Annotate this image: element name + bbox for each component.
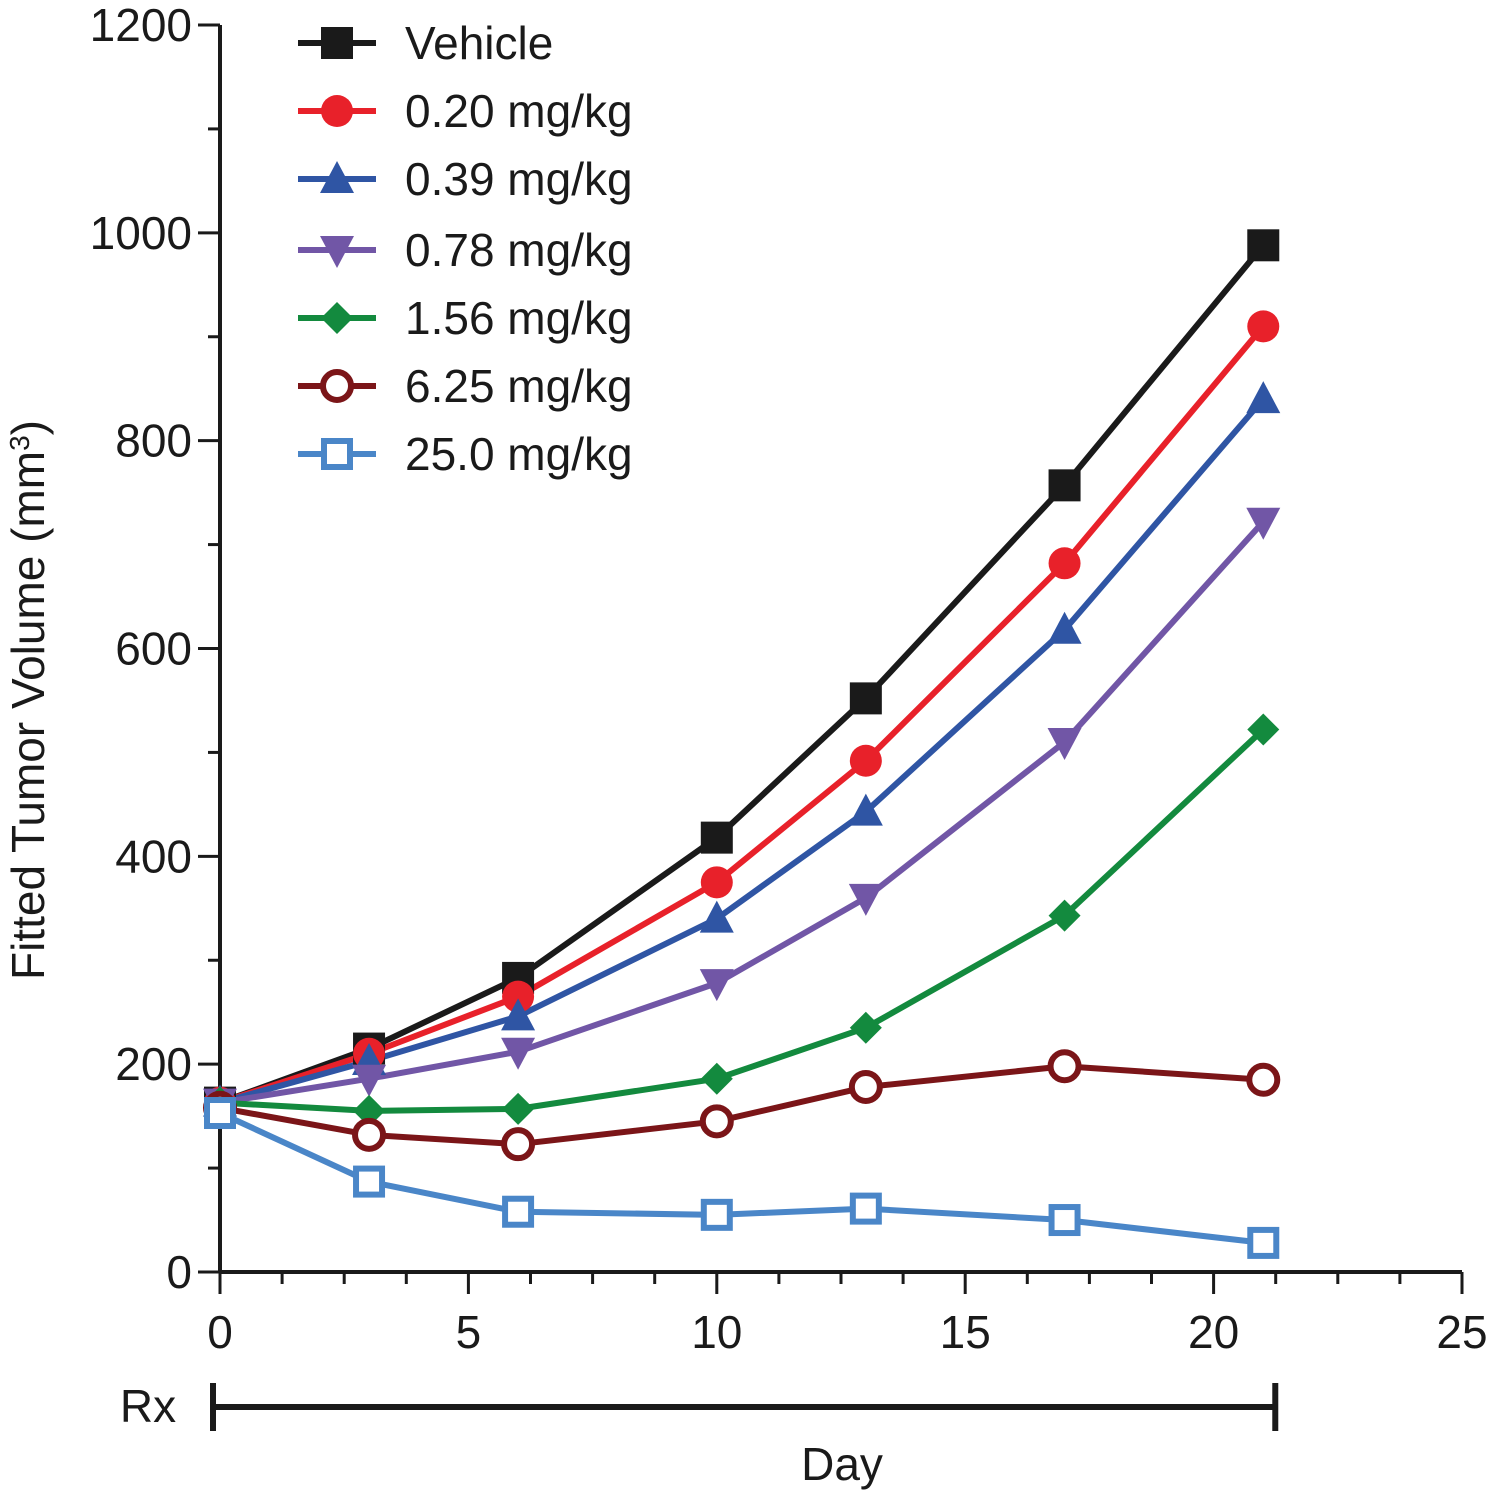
data-point-0-20-mg-kg <box>1247 310 1280 343</box>
data-point-1-56-mg-kg <box>700 1062 733 1095</box>
legend-marker-0-39-mg-kg <box>320 161 354 193</box>
y-axis-title-close: ) <box>2 420 54 435</box>
legend: Vehicle 0.20 mg/kg 0.39 mg/kg 0.78 mg/kg 1.5… <box>298 17 633 480</box>
legend-label-1-56-mg-kg: 1.56 mg/kg <box>405 292 633 344</box>
legend-label-6-25-mg-kg: 6.25 mg/kg <box>405 360 633 412</box>
data-point-0-39-mg-kg <box>848 793 883 826</box>
data-point-0-20-mg-kg <box>849 744 882 777</box>
y-tick-label: 600 <box>115 623 192 675</box>
y-tick-label: 200 <box>115 1038 192 1090</box>
data-point-1-56-mg-kg <box>849 1011 882 1044</box>
data-point-6-25-mg-kg <box>1246 1062 1281 1097</box>
y-axis-title-text: Fitted Tumor Volume (mm <box>2 451 54 980</box>
series-line-0-39-mg-kg <box>219 397 1266 1106</box>
ticks: 0 200 400 600 800 1000 1200 0 5 10 15 20 25 <box>90 0 1488 1358</box>
legend-label-vehicle: Vehicle <box>405 17 553 69</box>
data-point-25-0-mg-kg <box>502 1195 535 1228</box>
x-tick-label: 15 <box>940 1306 991 1358</box>
data-point-0-20-mg-kg <box>502 980 535 1013</box>
data-point-25-0-mg-kg <box>204 1097 236 1130</box>
treatment-bar <box>210 1383 1279 1431</box>
data-point-vehicle <box>1247 229 1280 262</box>
y-tick-label: 400 <box>115 830 192 882</box>
x-tick-label: 25 <box>1436 1306 1487 1358</box>
data-point-0-78-mg-kg <box>848 883 883 916</box>
legend-marker-vehicle <box>321 27 353 59</box>
data-point-vehicle <box>700 821 733 854</box>
legend-label-25-0-mg-kg: 25.0 mg/kg <box>405 428 633 480</box>
legend-label-0-20-mg-kg: 0.20 mg/kg <box>405 85 633 137</box>
data-point-0-39-mg-kg <box>1246 381 1281 414</box>
legend-marker-1-56-mg-kg <box>321 302 353 334</box>
series-line-vehicle <box>218 243 1266 1106</box>
y-axis-title-superscript: 3 <box>4 435 35 451</box>
data-point-vehicle <box>849 682 882 715</box>
data-point-1-56-mg-kg <box>1247 713 1280 746</box>
data-point-0-78-mg-kg <box>699 969 734 1002</box>
data-point-25-0-mg-kg <box>353 1165 386 1198</box>
data-point-25-0-mg-kg <box>849 1192 882 1225</box>
data-point-0-20-mg-kg <box>700 866 733 899</box>
data-point-6-25-mg-kg <box>352 1117 387 1152</box>
legend-label-0-78-mg-kg: 0.78 mg/kg <box>405 224 633 276</box>
series-markers <box>203 229 1281 1259</box>
data-point-0-78-mg-kg <box>501 1037 536 1070</box>
legend-label-0-39-mg-kg: 0.39 mg/kg <box>405 153 633 205</box>
data-point-6-25-mg-kg <box>848 1070 883 1105</box>
data-point-25-0-mg-kg <box>1247 1226 1280 1259</box>
x-tick-label: 5 <box>456 1306 482 1358</box>
legend-marker-0-20-mg-kg <box>321 95 353 127</box>
y-tick-label: 1200 <box>90 0 192 51</box>
data-point-0-39-mg-kg <box>699 900 734 933</box>
data-point-25-0-mg-kg <box>700 1198 733 1231</box>
data-point-6-25-mg-kg <box>501 1127 536 1162</box>
data-point-1-56-mg-kg <box>353 1094 386 1127</box>
x-tick-label: 10 <box>691 1306 742 1358</box>
data-point-0-78-mg-kg <box>1047 728 1082 761</box>
series-line-0-20-mg-kg <box>219 324 1266 1106</box>
legend-marker-25-0-mg-kg <box>321 438 353 470</box>
x-tick-label: 20 <box>1188 1306 1239 1358</box>
data-point-1-56-mg-kg <box>1048 899 1081 932</box>
data-point-6-25-mg-kg <box>1047 1049 1082 1084</box>
x-axis-title: Day <box>801 1438 883 1490</box>
treatment-bar-label: Rx <box>120 1380 176 1432</box>
data-point-0-78-mg-kg <box>1246 507 1281 540</box>
data-point-0-39-mg-kg <box>1047 611 1082 644</box>
data-point-6-25-mg-kg <box>699 1104 734 1139</box>
x-tick-label: 0 <box>207 1306 233 1358</box>
data-point-25-0-mg-kg <box>1048 1204 1081 1237</box>
y-tick-label: 800 <box>115 415 192 467</box>
series-lines <box>218 243 1266 1246</box>
data-point-0-20-mg-kg <box>1048 547 1081 580</box>
data-point-1-56-mg-kg <box>502 1092 535 1125</box>
data-point-0-39-mg-kg <box>501 998 536 1031</box>
y-tick-label: 1000 <box>90 207 192 259</box>
legend-marker-0-78-mg-kg <box>320 236 354 268</box>
y-tick-label: 0 <box>166 1246 192 1298</box>
legend-marker-6-25-mg-kg <box>320 369 354 403</box>
data-point-vehicle <box>1048 469 1081 502</box>
y-axis-title: Fitted Tumor Volume (mm3) <box>2 420 54 980</box>
data-point-0-78-mg-kg <box>352 1064 387 1097</box>
